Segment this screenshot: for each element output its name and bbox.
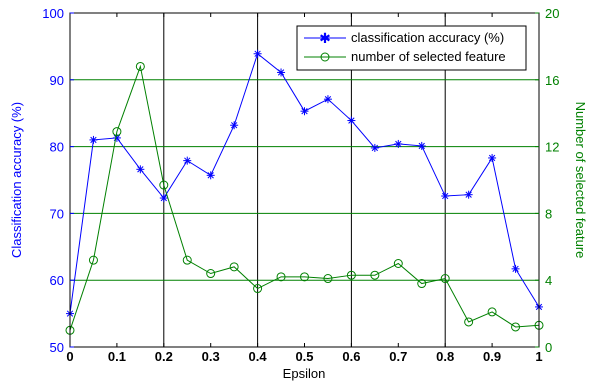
series-line-features xyxy=(69,64,540,331)
features-point-5 xyxy=(182,255,192,265)
features-point-6 xyxy=(206,269,216,279)
legend-accuracy-label: classification accuracy (%) xyxy=(351,30,504,45)
features-point-11 xyxy=(323,274,333,284)
accuracy-point-19 xyxy=(511,264,520,273)
features-point-2 xyxy=(112,127,122,137)
features-point-4 xyxy=(159,180,169,190)
x-axis-label: Epsilon xyxy=(283,366,326,381)
legend: ✱ classification accuracy (%) number of … xyxy=(296,25,527,71)
accuracy-point-1 xyxy=(89,135,98,144)
accuracy-point-12 xyxy=(347,116,356,125)
accuracy-point-3 xyxy=(136,165,145,174)
y-axis-label-right: Number of selected feature xyxy=(573,102,588,259)
x-tick-label-6: 0.6 xyxy=(342,349,360,364)
y-right-tick-label-4: 16 xyxy=(545,73,559,88)
y-left-tick-label-1: 60 xyxy=(50,273,64,288)
x-tick-label-7: 0.7 xyxy=(389,349,407,364)
features-point-15 xyxy=(417,279,427,289)
accuracy-point-11 xyxy=(323,95,332,104)
features-point-18 xyxy=(487,307,497,317)
accuracy-point-7 xyxy=(230,121,239,130)
accuracy-point-8 xyxy=(253,49,262,58)
x-tick-label-8: 0.8 xyxy=(436,349,454,364)
features-point-9 xyxy=(276,272,286,282)
accuracy-point-10 xyxy=(300,107,309,116)
y-left-tick-label-3: 80 xyxy=(50,140,64,155)
legend-accuracy-marker: ✱ xyxy=(319,30,331,46)
accuracy-point-16 xyxy=(441,192,450,201)
x-tick-label-3: 0.3 xyxy=(202,349,220,364)
accuracy-point-4 xyxy=(159,194,168,203)
features-point-7 xyxy=(229,262,239,272)
accuracy-point-9 xyxy=(277,68,286,77)
legend-features-marker xyxy=(320,52,330,62)
features-point-12 xyxy=(346,270,356,280)
y-right-tick-label-1: 4 xyxy=(545,273,552,288)
legend-box xyxy=(296,25,527,71)
features-point-17 xyxy=(464,317,474,327)
x-tick-label-2: 0.2 xyxy=(155,349,173,364)
accuracy-point-18 xyxy=(488,153,497,162)
features-point-14 xyxy=(393,259,403,268)
y-left-tick-label-5: 100 xyxy=(42,6,64,21)
x-tick-label-10: 1 xyxy=(535,349,542,364)
legend-features-label: number of selected feature xyxy=(351,49,506,64)
ticks: 0 0.1 0.2 0.3 0.4 0.5 0.6 0.7 0.8 0.9 150607080901… xyxy=(42,6,559,364)
y-right-tick-label-2: 8 xyxy=(545,206,552,221)
y-left-tick-label-0: 50 xyxy=(50,340,64,355)
accuracy-point-5 xyxy=(183,156,192,165)
y-left-tick-label-2: 70 xyxy=(50,206,64,221)
features-point-10 xyxy=(300,272,309,282)
accuracy-point-13 xyxy=(370,143,379,152)
x-tick-label-1: 0.1 xyxy=(108,349,126,364)
features-point-16 xyxy=(440,274,450,284)
y-right-tick-label-3: 12 xyxy=(545,140,559,155)
y-right-tick-label-0: 0 xyxy=(545,340,552,355)
features-point-8 xyxy=(253,284,263,294)
features-point-13 xyxy=(370,270,380,280)
y-left-tick-label-4: 90 xyxy=(50,73,64,88)
features-point-3 xyxy=(135,61,145,71)
accuracy-point-17 xyxy=(464,190,473,199)
x-tick-label-4: 0.4 xyxy=(249,349,268,364)
accuracy-point-6 xyxy=(206,171,215,180)
features-point-1 xyxy=(88,255,98,265)
x-tick-label-5: 0.5 xyxy=(295,349,313,364)
x-tick-label-0: 0 xyxy=(66,349,73,364)
features-point-19 xyxy=(511,322,521,332)
x-tick-label-9: 0.9 xyxy=(483,349,501,364)
y-axis-label-left: Classification accuracy (%) xyxy=(9,102,24,258)
accuracy-point-14 xyxy=(394,139,403,148)
accuracy-point-15 xyxy=(417,141,426,150)
y-right-tick-label-5: 20 xyxy=(545,6,559,21)
